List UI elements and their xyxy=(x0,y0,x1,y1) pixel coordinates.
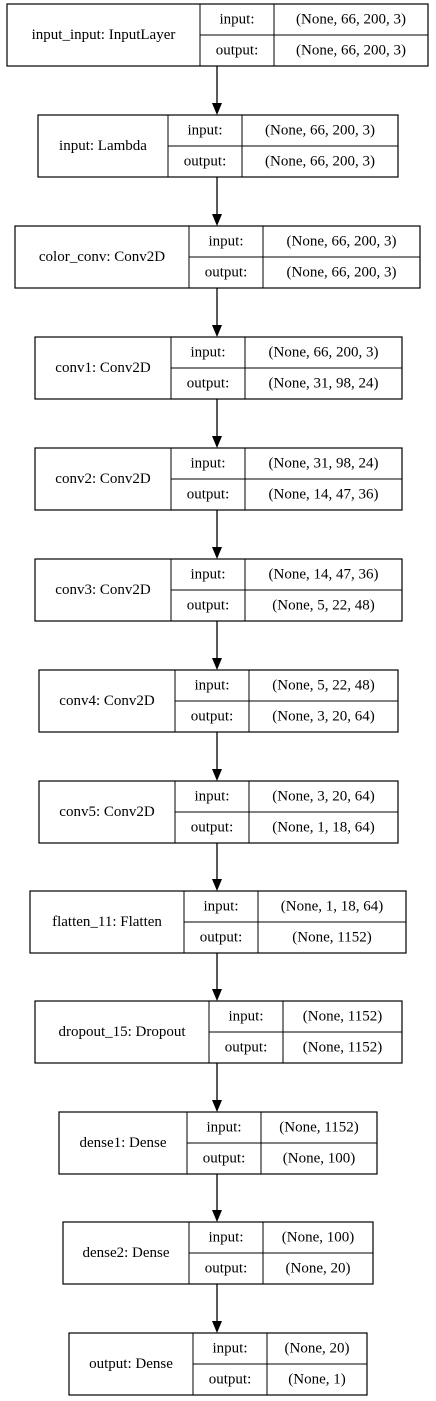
output-label: output: xyxy=(203,1151,246,1167)
arrowhead xyxy=(212,1321,222,1333)
output-shape: (None, 20) xyxy=(286,1261,351,1277)
arrowhead xyxy=(212,1100,222,1112)
input-shape: (None, 66, 200, 3) xyxy=(287,234,397,250)
layer-node: input: Lambda input: output: (None, 66, 200… xyxy=(37,114,399,178)
arrowhead xyxy=(212,989,222,1001)
output-label: output: xyxy=(191,820,234,836)
layer-name: input: Lambda xyxy=(59,138,147,154)
layer-node: conv5: Conv2D input: output: (None, 3, 20, … xyxy=(38,780,399,844)
layer-name: conv2: Conv2D xyxy=(55,471,151,487)
arrowhead xyxy=(212,879,222,891)
output-shape: (None, 1, 18, 64) xyxy=(272,820,374,836)
output-shape: (None, 1) xyxy=(288,1372,345,1388)
output-shape: (None, 1152) xyxy=(303,1040,382,1056)
arrowhead xyxy=(212,547,222,559)
arrowhead xyxy=(212,214,222,226)
input-label: input: xyxy=(190,567,225,583)
layer-node: conv2: Conv2D input: output: (None, 31, 98,… xyxy=(34,447,403,511)
input-label: input: xyxy=(190,345,225,361)
layer-node: conv3: Conv2D input: output: (None, 14, 47,… xyxy=(34,558,403,622)
output-shape: (None, 100) xyxy=(283,1151,355,1167)
arrowhead xyxy=(212,103,222,115)
output-shape: (None, 3, 20, 64) xyxy=(272,709,374,725)
output-label: output: xyxy=(187,487,230,503)
layer-node: output: Dense input: output: (None, 20) (Non… xyxy=(68,1332,368,1396)
input-label: input: xyxy=(228,1009,263,1025)
output-label: output: xyxy=(191,709,234,725)
output-label: output: xyxy=(200,930,243,946)
input-shape: (None, 66, 200, 3) xyxy=(269,345,379,361)
output-label: output: xyxy=(205,265,248,281)
layer-node: conv1: Conv2D input: output: (None, 66, 200… xyxy=(34,336,403,400)
layer-node: dropout_15: Dropout input: output: (None, 1… xyxy=(34,1000,403,1064)
arrowhead xyxy=(212,436,222,448)
input-shape: (None, 1152) xyxy=(279,1120,358,1136)
input-label: input: xyxy=(203,899,238,915)
input-label: input: xyxy=(194,678,229,694)
input-shape: (None, 66, 200, 3) xyxy=(296,12,406,28)
layer-name: conv4: Conv2D xyxy=(59,693,155,709)
layer-name: dense1: Dense xyxy=(79,1135,166,1151)
input-shape: (None, 100) xyxy=(282,1230,354,1246)
output-shape: (None, 14, 47, 36) xyxy=(269,487,379,503)
arrowhead xyxy=(212,325,222,337)
layer-name: conv3: Conv2D xyxy=(55,582,151,598)
input-label: input: xyxy=(219,12,254,28)
layer-name: conv1: Conv2D xyxy=(55,360,151,376)
layer-node: dense1: Dense input: output: (None, 1152) (N… xyxy=(58,1111,378,1175)
arrowhead xyxy=(212,769,222,781)
input-shape: (None, 3, 20, 64) xyxy=(272,789,374,805)
output-shape: (None, 1152) xyxy=(292,930,371,946)
output-label: output: xyxy=(184,154,227,170)
input-label: input: xyxy=(187,123,222,139)
output-shape: (None, 31, 98, 24) xyxy=(269,376,379,392)
layer-name: output: Dense xyxy=(89,1356,173,1372)
output-label: output: xyxy=(187,598,230,614)
input-label: input: xyxy=(208,234,243,250)
output-label: output: xyxy=(209,1372,252,1388)
input-label: input: xyxy=(190,456,225,472)
input-shape: (None, 1, 18, 64) xyxy=(281,899,383,915)
layer-name: dropout_15: Dropout xyxy=(58,1024,186,1040)
output-label: output: xyxy=(187,376,230,392)
layer-node: color_conv: Conv2D input: output: (None, 66… xyxy=(14,225,421,289)
input-shape: (None, 1152) xyxy=(303,1009,382,1025)
arrowhead xyxy=(212,658,222,670)
output-label: output: xyxy=(216,43,259,59)
layer-node: flatten_11: Flatten input: output: (None, 1… xyxy=(29,890,407,954)
input-label: input: xyxy=(208,1230,243,1246)
layer-name: flatten_11: Flatten xyxy=(52,914,162,930)
arrowhead xyxy=(212,1210,222,1222)
layer-name: conv5: Conv2D xyxy=(59,804,155,820)
output-shape: (None, 66, 200, 3) xyxy=(296,43,406,59)
input-label: input: xyxy=(194,789,229,805)
layer-name: color_conv: Conv2D xyxy=(39,249,165,265)
input-shape: (None, 20) xyxy=(285,1341,350,1357)
layer-name: input_input: InputLayer xyxy=(32,27,176,43)
output-shape: (None, 5, 22, 48) xyxy=(272,598,374,614)
input-shape: (None, 14, 47, 36) xyxy=(269,567,379,583)
input-shape: (None, 5, 22, 48) xyxy=(272,678,374,694)
input-shape: (None, 66, 200, 3) xyxy=(265,123,375,139)
input-shape: (None, 31, 98, 24) xyxy=(269,456,379,472)
input-label: input: xyxy=(206,1120,241,1136)
input-label: input: xyxy=(212,1341,247,1357)
output-shape: (None, 66, 200, 3) xyxy=(287,265,397,281)
layer-name: dense2: Dense xyxy=(82,1245,169,1261)
output-label: output: xyxy=(205,1261,248,1277)
output-shape: (None, 66, 200, 3) xyxy=(265,154,375,170)
layer-node: dense2: Dense input: output: (None, 100) (No… xyxy=(62,1221,374,1285)
layer-node: input_input: InputLayer input: output: (Non… xyxy=(6,3,429,67)
output-label: output: xyxy=(225,1040,268,1056)
layer-node: conv4: Conv2D input: output: (None, 5, 22, … xyxy=(38,669,399,733)
